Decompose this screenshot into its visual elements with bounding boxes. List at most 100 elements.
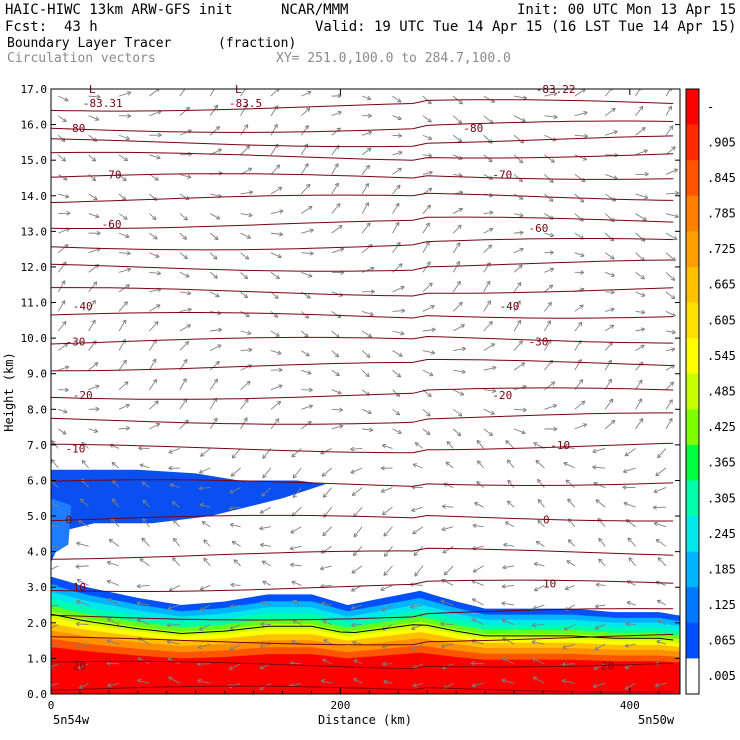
circulation-vector — [270, 400, 282, 410]
circulation-vector — [624, 682, 636, 690]
circulation-vector — [503, 542, 515, 548]
circulation-vector — [77, 663, 89, 670]
circulation-vector — [605, 289, 615, 295]
circulation-vector — [422, 204, 432, 214]
y-tick-label: 10.0 — [21, 332, 48, 345]
circulation-vector — [301, 205, 313, 214]
circulation-vector — [625, 621, 636, 627]
colorbar-swatch — [686, 622, 699, 659]
circulation-vector — [51, 624, 59, 631]
colorbar-swatch — [686, 89, 699, 126]
isotherm-line — [51, 216, 674, 229]
circulation-vector — [353, 659, 363, 665]
circulation-vector — [392, 184, 401, 195]
circulation-vector — [149, 358, 157, 371]
circulation-vector — [623, 501, 636, 508]
circulation-vector — [383, 526, 393, 537]
circulation-vector — [209, 252, 218, 260]
y-axis-title: Height (km) — [2, 352, 16, 431]
circulation-vector — [412, 682, 424, 688]
circulation-vector — [209, 344, 222, 351]
circulation-vector — [179, 324, 192, 332]
circulation-vector — [501, 618, 515, 626]
y-tick-label: 3.0 — [27, 581, 47, 594]
circulation-vector — [291, 580, 302, 586]
isotherm-line — [51, 287, 674, 297]
circulation-vector — [513, 340, 523, 351]
colorbar-swatch — [686, 231, 699, 268]
circulation-vector — [452, 224, 462, 234]
circulation-vector — [422, 134, 433, 140]
circulation-vector — [75, 621, 89, 627]
circulation-vector — [361, 95, 372, 101]
circulation-vector — [453, 346, 467, 352]
circulation-vector — [292, 467, 302, 479]
circulation-vector — [452, 280, 461, 293]
contour-label: 10 — [543, 578, 556, 591]
circulation-vector — [361, 350, 371, 358]
circulation-vector — [240, 145, 251, 156]
circulation-vector — [665, 399, 673, 410]
circulation-vector — [88, 193, 98, 201]
circulation-vector — [514, 230, 524, 235]
circulation-vector — [513, 115, 526, 123]
circulation-vector — [453, 369, 466, 374]
contour-label: -80 — [65, 122, 85, 135]
circulation-vector — [228, 505, 241, 511]
circulation-vector — [422, 305, 435, 312]
colorbar-swatch — [686, 338, 699, 375]
circulation-vector — [179, 252, 188, 260]
circulation-vector — [392, 350, 403, 357]
colorbar-label: .725 — [707, 242, 736, 256]
circulation-vector — [665, 191, 680, 196]
circulation-vector — [561, 678, 575, 684]
circulation-vector — [635, 361, 644, 371]
circulation-vector — [513, 154, 524, 164]
circulation-vector — [635, 105, 644, 116]
circulation-vector — [565, 479, 576, 488]
colorbar-label: .065 — [707, 634, 736, 648]
circulation-vector — [574, 321, 583, 332]
circulation-vector — [240, 104, 248, 116]
temperature-contours — [51, 99, 674, 693]
circulation-vector — [392, 150, 403, 156]
circulation-vector — [51, 565, 59, 570]
circulation-vector — [240, 330, 252, 336]
contour-label: -10 — [550, 439, 570, 452]
circulation-vector — [635, 418, 644, 430]
isotherm-line — [51, 579, 674, 592]
circulation-vector — [413, 545, 424, 557]
circulation-vector — [627, 537, 636, 547]
circulation-vector — [392, 285, 405, 293]
circulation-vector — [380, 487, 393, 493]
circulation-vector — [392, 167, 402, 175]
circulation-vector — [58, 95, 69, 102]
circulation-vector — [75, 564, 89, 569]
circulation-vector — [240, 398, 249, 410]
circulation-vector — [270, 164, 281, 175]
isotherm-line — [51, 387, 674, 400]
circulation-vector — [544, 284, 554, 293]
circulation-vector — [179, 232, 187, 240]
circulation-vector — [210, 327, 223, 333]
circulation-vector — [452, 115, 463, 124]
circulation-vector — [604, 324, 615, 332]
circulation-vector — [392, 408, 401, 416]
isotherm-line — [51, 479, 674, 487]
circulation-vector — [361, 222, 371, 234]
circulation-vector — [574, 270, 585, 275]
circulation-vector — [506, 500, 515, 508]
circulation-vector — [513, 212, 524, 218]
circulation-vector — [233, 559, 241, 567]
contour-label: -60 — [529, 222, 549, 235]
circulation-vector — [507, 479, 515, 488]
circulation-vector — [301, 228, 314, 234]
circulation-vector — [142, 518, 150, 528]
circulation-vector — [381, 604, 393, 612]
circulation-vector — [574, 110, 588, 117]
circulation-vector — [574, 133, 589, 139]
valid-time: Valid: 19 UTC Tue 14 Apr 15 (16 LST Tue … — [315, 19, 737, 35]
contour-label: -20 — [492, 389, 512, 402]
circulation-vector — [106, 560, 120, 567]
circulation-vector — [58, 408, 68, 414]
